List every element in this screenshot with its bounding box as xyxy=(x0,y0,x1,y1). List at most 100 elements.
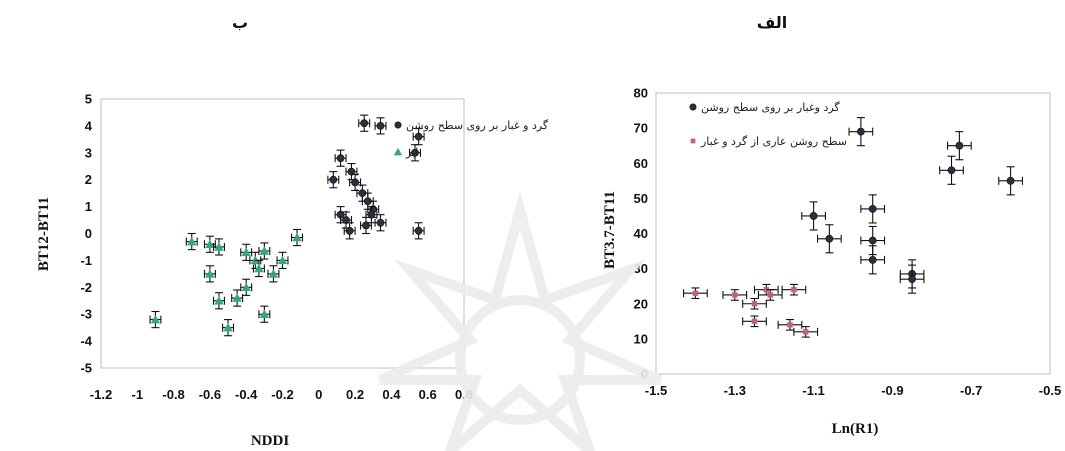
x-tick-label: -0.9 xyxy=(881,383,903,398)
x-tick-label: 0 xyxy=(315,387,322,402)
x-tick-label: -1.3 xyxy=(724,383,746,398)
legend-label: گرد وغبار بر روی سطح روشن xyxy=(701,101,840,114)
x-tick-label: 0.4 xyxy=(382,387,401,402)
data-point xyxy=(258,305,271,323)
y-tick-label: 80 xyxy=(634,86,648,101)
y-tick-label: -5 xyxy=(80,361,92,376)
x-tick-label: -1.2 xyxy=(90,387,112,402)
right-ticks: -1.5 -1.3 -1.1 -0.9 -0.7 -0.5 0 10 20 30 40 50 60 70 8… xyxy=(634,86,1062,399)
data-point xyxy=(291,228,304,247)
marker-circle xyxy=(414,132,423,141)
marker-circle xyxy=(1006,176,1015,185)
marker-square xyxy=(803,329,809,335)
legend-label: سطح روشن عاری از گرد و غبار xyxy=(700,135,847,148)
y-tick-label: -4 xyxy=(80,334,92,349)
left-ticks: -1.2 -1 -0.8 -0.6 -0.4 -0.2 0 0.2 0.4 0.6 0.8 -5 -4 -… xyxy=(80,92,473,403)
left-x-axis-title: NDDI xyxy=(251,433,289,449)
data-point xyxy=(334,149,347,167)
y-tick-label: 40 xyxy=(634,226,648,241)
data-point xyxy=(267,265,280,283)
chart-left: -1.2 -1 -0.8 -0.6 -0.4 -0.2 0 0.2 0.4 0.6 0.8 -5 -4 -… xyxy=(36,92,549,450)
x-tick-label: -1.5 xyxy=(645,383,667,398)
data-point xyxy=(683,287,708,300)
right-y-axis-title: BT3.7-BT11 xyxy=(602,191,618,269)
marker-triangle xyxy=(254,263,264,273)
marker-circle xyxy=(394,121,402,129)
marker-square xyxy=(732,292,738,298)
data-point xyxy=(212,238,225,256)
y-tick-label: 70 xyxy=(634,121,648,136)
x-tick-label: -0.7 xyxy=(960,383,982,398)
data-point xyxy=(203,265,216,283)
marker-triangle xyxy=(223,322,233,332)
data-point xyxy=(860,245,886,275)
y-tick-label: -1 xyxy=(80,253,92,268)
marker-circle xyxy=(809,212,818,220)
data-point xyxy=(742,315,767,328)
y-tick-label: 3 xyxy=(85,145,92,160)
data-point xyxy=(149,310,162,329)
data-point xyxy=(816,224,842,254)
data-point xyxy=(212,292,225,310)
data-point xyxy=(185,232,198,251)
marker-square xyxy=(751,318,758,325)
legend-label: گرد و غبار بر روی سطح روشن xyxy=(406,119,549,132)
marker-circle xyxy=(367,210,376,219)
marker-circle xyxy=(908,275,916,284)
marker-triangle xyxy=(241,247,251,257)
x-tick-label: -0.2 xyxy=(271,387,293,402)
data-point xyxy=(365,206,378,224)
y-tick-label: -2 xyxy=(80,280,92,295)
y-tick-label: 10 xyxy=(634,331,648,346)
marker-circle xyxy=(868,236,877,245)
marker-circle xyxy=(414,226,423,235)
data-point xyxy=(998,166,1023,196)
marker-circle xyxy=(947,166,956,175)
marker-triangle xyxy=(259,309,270,318)
marker-circle xyxy=(329,175,338,184)
x-tick-label: 0.6 xyxy=(419,387,437,402)
x-tick-label: -0.5 xyxy=(1039,383,1061,398)
y-tick-label: 5 xyxy=(85,92,92,107)
data-point xyxy=(252,259,265,278)
marker-triangle xyxy=(187,236,197,246)
data-point xyxy=(349,173,362,192)
data-point xyxy=(848,117,874,147)
data-point xyxy=(899,264,925,294)
marker-triangle xyxy=(150,314,161,324)
marker-circle xyxy=(342,216,350,224)
data-point xyxy=(258,242,271,260)
marker-circle xyxy=(955,141,964,150)
marker-circle xyxy=(856,127,865,136)
panel-label-left: ب xyxy=(232,13,248,32)
right-legend: گرد وغبار بر روی سطح روشن سطح روشن عاری ا… xyxy=(689,101,847,148)
marker-triangle xyxy=(292,232,302,242)
marker-circle xyxy=(411,148,419,157)
marker-triangle xyxy=(205,239,215,249)
x-tick-label: -0.4 xyxy=(235,387,258,402)
marker-circle xyxy=(351,178,359,187)
data-point xyxy=(359,216,372,235)
marker-triangle xyxy=(393,147,403,156)
x-tick-label: -0.6 xyxy=(199,387,221,402)
right-x-axis-title: Ln(R1) xyxy=(832,421,879,437)
x-tick-label: -1.1 xyxy=(802,383,824,398)
data-point xyxy=(240,243,253,261)
marker-triangle xyxy=(268,269,279,278)
data-point xyxy=(781,283,807,296)
right-points xyxy=(683,117,1023,338)
marker-triangle xyxy=(259,246,270,255)
marker-circle xyxy=(376,218,385,227)
left-y-axis-title: BT12-BT11 xyxy=(36,197,52,271)
y-tick-label: 4 xyxy=(85,118,93,133)
x-tick-label: 0.8 xyxy=(455,387,473,402)
marker-square xyxy=(791,287,797,293)
data-point xyxy=(412,128,425,146)
x-tick-label: -0.8 xyxy=(162,387,184,402)
data-point xyxy=(793,326,819,338)
y-tick-label: -3 xyxy=(80,307,92,322)
marker-circle xyxy=(376,122,385,130)
panel-label-right: الف xyxy=(757,13,788,32)
data-point xyxy=(947,131,972,161)
